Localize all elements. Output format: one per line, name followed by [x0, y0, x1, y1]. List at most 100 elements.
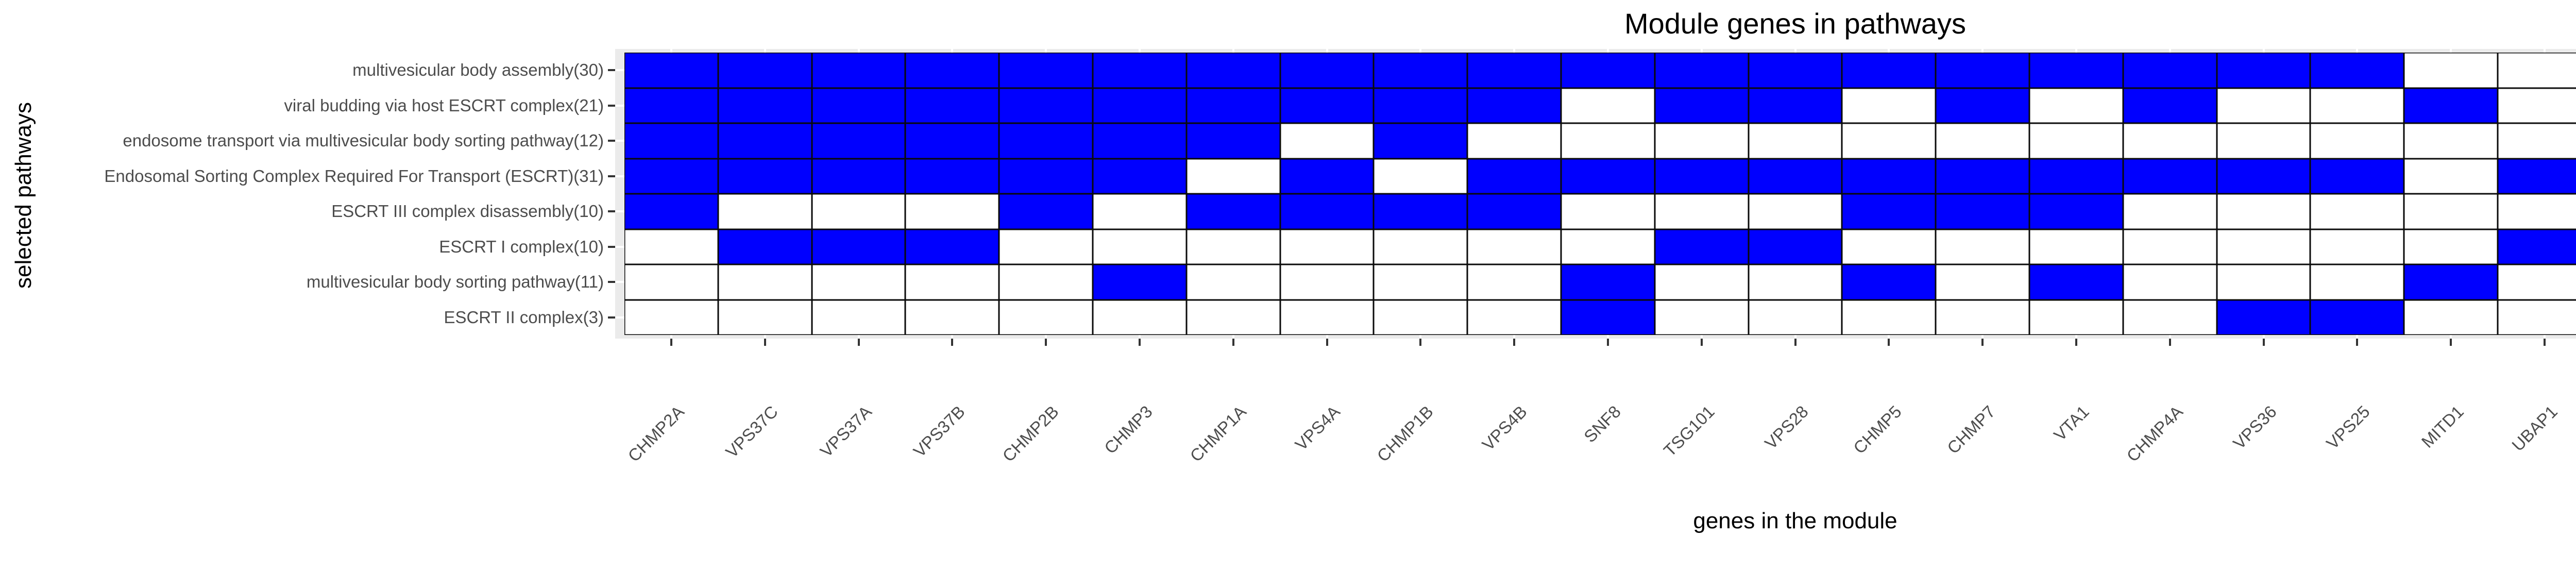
heatmap-cell	[1936, 299, 2029, 335]
heatmap-cell	[2404, 299, 2498, 335]
heatmap-cell	[1936, 123, 2029, 159]
heatmap-cell	[1654, 229, 1749, 264]
x-tick-label: VPS37C	[721, 401, 782, 462]
heatmap-cell	[2310, 53, 2404, 88]
heatmap-cell	[718, 229, 812, 264]
heatmap-cell	[2310, 88, 2404, 123]
x-tick	[1888, 339, 1890, 346]
heatmap-cell	[1654, 158, 1749, 194]
x-tick	[2543, 339, 2546, 346]
heatmap-cell	[1186, 158, 1280, 194]
heatmap-cell	[1093, 264, 1187, 300]
heatmap-cell	[1280, 299, 1374, 335]
heatmap-cell	[2123, 88, 2217, 123]
x-tick	[670, 339, 672, 346]
heatmap-cell	[1374, 194, 1468, 229]
y-tick-label: Endosomal Sorting Complex Required For T…	[104, 166, 604, 186]
x-tick	[764, 339, 766, 346]
heatmap-cell	[2404, 229, 2498, 264]
heatmap-cell	[1186, 229, 1280, 264]
heatmap-cell	[1936, 88, 2029, 123]
x-tick	[857, 339, 860, 346]
x-tick	[2262, 339, 2265, 346]
heatmap-cell	[1093, 53, 1187, 88]
heatmap-cell	[2216, 229, 2311, 264]
heatmap-cell	[1186, 53, 1280, 88]
heatmap-cell	[811, 229, 906, 264]
heatmap-cell	[2404, 158, 2498, 194]
heatmap-cell	[1186, 194, 1280, 229]
heatmap-cell	[1467, 299, 1561, 335]
heatmap-cell	[1186, 299, 1280, 335]
heatmap-cell	[1374, 264, 1468, 300]
heatmap-cell	[624, 194, 718, 229]
heatmap-cell	[718, 158, 812, 194]
heatmap-cell	[718, 88, 812, 123]
heatmap-cell	[2310, 229, 2404, 264]
x-tick	[1794, 339, 1797, 346]
heatmap-cell	[1842, 194, 1936, 229]
heatmap-cell	[1654, 88, 1749, 123]
heatmap-cell	[1936, 194, 2029, 229]
x-tick-label: CHMP7	[1943, 401, 1999, 458]
heatmap-cell	[1093, 194, 1187, 229]
x-tick-label: CHMP3	[1100, 401, 1156, 458]
heatmap-cell	[1561, 229, 1655, 264]
heatmap-cell	[905, 158, 999, 194]
heatmap-cell	[2310, 264, 2404, 300]
x-tick-label: CHMP1A	[1186, 401, 1250, 466]
heatmap-cell	[2310, 299, 2404, 335]
heatmap-cell	[999, 264, 1093, 300]
heatmap-cell	[2498, 53, 2576, 88]
x-tick	[1045, 339, 1047, 346]
y-tick-label: ESCRT III complex disassembly(10)	[331, 202, 604, 221]
heatmap-cell	[1186, 123, 1280, 159]
y-tick-label: endosome transport via multivesicular bo…	[123, 131, 604, 150]
x-axis-title: genes in the module	[1693, 508, 1897, 533]
heatmap-cell	[999, 88, 1093, 123]
heatmap-cell	[624, 53, 718, 88]
heatmap-cell	[999, 194, 1093, 229]
heatmap-cell	[1467, 264, 1561, 300]
x-tick	[1138, 339, 1141, 346]
heatmap-cell	[1280, 158, 1374, 194]
x-tick-label: CHMP5	[1850, 401, 1906, 458]
heatmap-cell	[1842, 88, 1936, 123]
heatmap-cell	[2216, 299, 2311, 335]
x-tick-label: VPS4B	[1478, 401, 1531, 455]
heatmap-cell	[1842, 123, 1936, 159]
heatmap-cell	[1748, 229, 1842, 264]
heatmap-cell	[624, 229, 718, 264]
x-tick-label: VPS37B	[909, 401, 969, 461]
heatmap-cell	[811, 123, 906, 159]
heatmap-cell	[1561, 53, 1655, 88]
heatmap-cell	[1748, 123, 1842, 159]
heatmap-cell	[1467, 158, 1561, 194]
heatmap-cell	[2123, 123, 2217, 159]
heatmap-cell	[905, 123, 999, 159]
heatmap-cell	[1467, 123, 1561, 159]
heatmap-cell	[2498, 158, 2576, 194]
heatmap-cell	[1467, 53, 1561, 88]
y-tick	[608, 140, 615, 142]
heatmap-cell	[2498, 123, 2576, 159]
x-tick	[1232, 339, 1234, 346]
heatmap-cell	[1561, 123, 1655, 159]
y-tick-label: multivesicular body sorting pathway(11)	[306, 272, 604, 292]
heatmap-cell	[1748, 88, 1842, 123]
heatmap-cell	[2216, 53, 2311, 88]
heatmap-cell	[1093, 88, 1187, 123]
heatmap-cell	[2029, 158, 2123, 194]
y-tick	[608, 245, 615, 248]
heatmap-cell	[2123, 264, 2217, 300]
y-tick-label: ESCRT I complex(10)	[439, 237, 604, 256]
heatmap-cell	[1280, 53, 1374, 88]
heatmap-cell	[2029, 194, 2123, 229]
x-tick-label: VPS25	[2323, 401, 2374, 453]
heatmap-cell	[1561, 158, 1655, 194]
heatmap-cell	[1561, 194, 1655, 229]
heatmap-cell	[2404, 123, 2498, 159]
x-tick	[1326, 339, 1328, 346]
y-tick	[608, 281, 615, 283]
heatmap-cell	[2310, 158, 2404, 194]
